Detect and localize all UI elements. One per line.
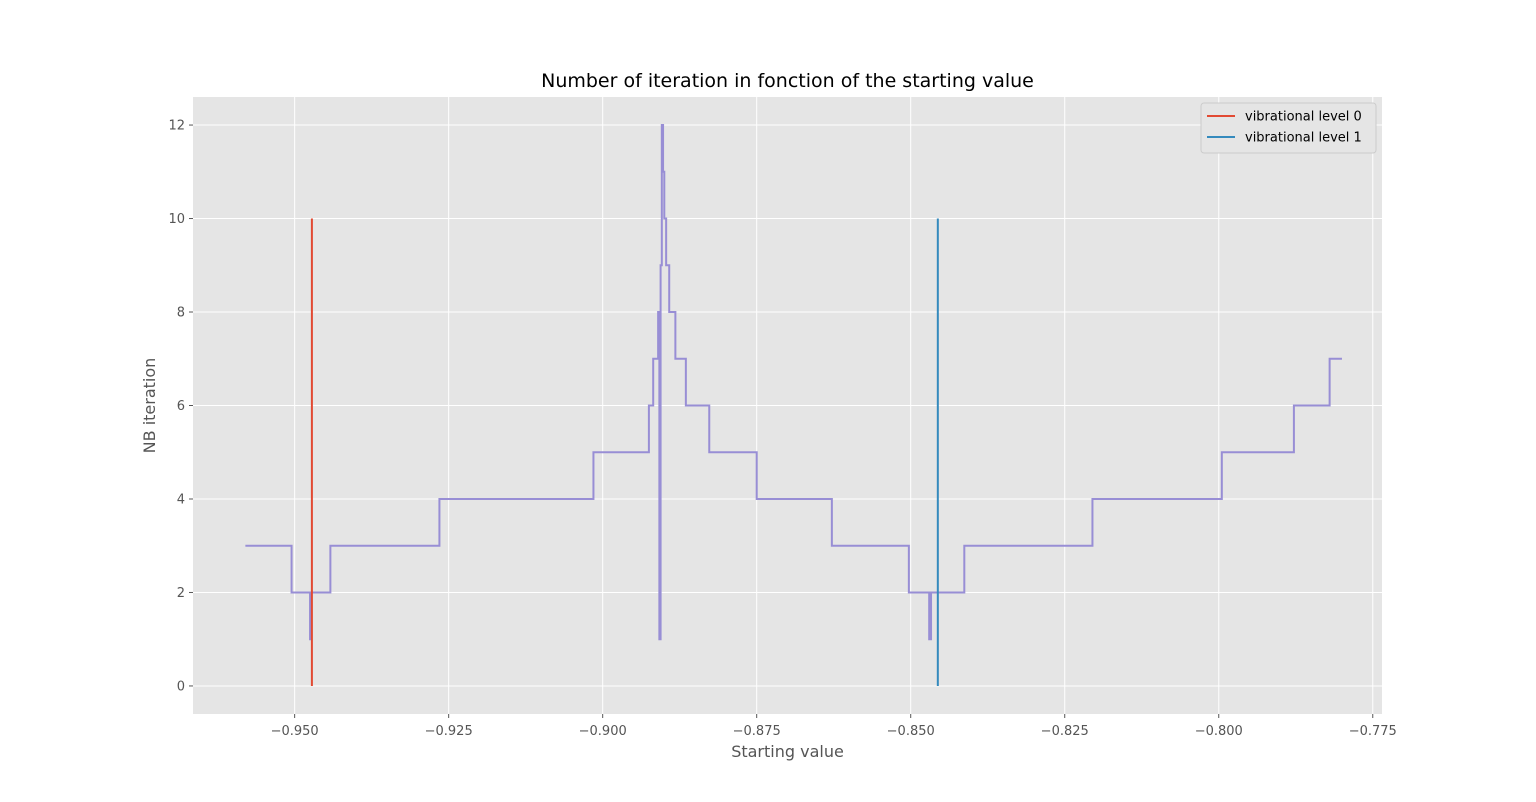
y-tick-label: 12 — [168, 119, 185, 134]
x-tick-label: −0.850 — [887, 724, 935, 739]
x-tick-label: −0.950 — [271, 724, 319, 739]
y-tick-label: 0 — [177, 679, 185, 694]
y-tick-label: 10 — [168, 212, 185, 227]
y-axis-label: NB iteration — [140, 358, 159, 454]
chart-marks — [245, 124, 1342, 686]
y-tick-label: 8 — [177, 306, 185, 321]
iteration-series-line — [245, 124, 1342, 641]
legend-label-1: vibrational level 1 — [1245, 131, 1362, 146]
y-tick-label: 4 — [177, 492, 185, 507]
x-tick-label: −0.825 — [1041, 724, 1089, 739]
legend: vibrational level 0 vibrational level 1 — [1200, 102, 1377, 154]
chart-title: Number of iteration in fonction of the s… — [541, 70, 1034, 92]
x-tick-label: −0.875 — [733, 724, 781, 739]
x-tick-label: −0.900 — [579, 724, 627, 739]
x-tick-label: −0.775 — [1349, 724, 1397, 739]
x-tick-label: −0.800 — [1195, 724, 1243, 739]
x-axis-label: Starting value — [731, 742, 844, 761]
axis-ticks: −0.950 −0.925 −0.900 −0.875 −0.850 −0.825 −0.8… — [168, 119, 1396, 739]
y-tick-label: 2 — [177, 586, 185, 601]
y-tick-label: 6 — [177, 399, 185, 414]
x-tick-label: −0.925 — [425, 724, 473, 739]
legend-box — [1200, 102, 1377, 154]
legend-label-0: vibrational level 0 — [1245, 110, 1362, 125]
